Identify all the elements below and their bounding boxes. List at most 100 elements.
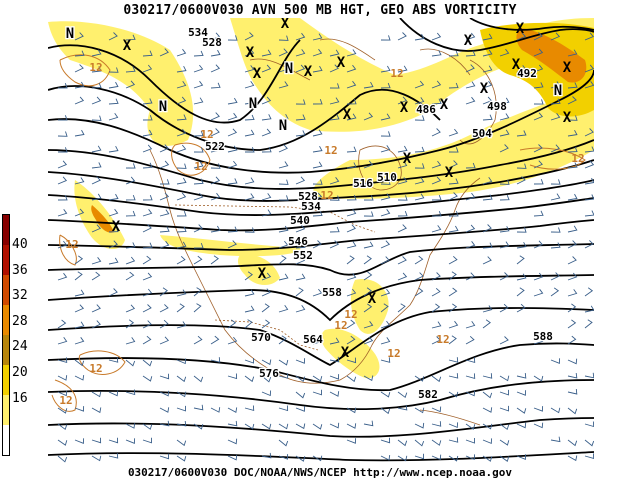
wind-barb: [176, 226, 187, 233]
wind-barb: [329, 337, 340, 345]
wind-barb: [278, 144, 288, 153]
wind-barb: [380, 437, 391, 444]
height-contour: [48, 307, 594, 367]
wind-barb: [176, 289, 187, 297]
wind-barb: [380, 337, 391, 345]
wind-barb: [363, 287, 372, 297]
wind-barb: [261, 303, 270, 313]
wind-barb: [363, 211, 374, 217]
wind-barb: [380, 256, 390, 265]
wind-barb: [278, 65, 289, 73]
wind-barb: [380, 303, 389, 313]
wind-barb: [567, 303, 577, 313]
wind-barb: [74, 177, 85, 185]
wind-barb: [329, 240, 339, 249]
wind-barb: [244, 358, 254, 364]
wind-barb: [499, 241, 510, 249]
wind-barb: [448, 160, 458, 169]
wind-barb: [193, 375, 204, 383]
wind-barb: [431, 321, 442, 329]
wind-barb: [414, 163, 425, 169]
wind-barb: [533, 82, 544, 89]
wind-barb: [74, 255, 84, 265]
vorticity-contour: [59, 54, 111, 87]
wind-barb: [550, 287, 560, 297]
wind-barb: [176, 439, 187, 447]
vorticity-label: 12: [65, 238, 78, 251]
vorticity-max-marker: X: [563, 110, 572, 126]
vorticity-contours: [51, 54, 586, 412]
vorticity-max-marker: X: [112, 219, 121, 235]
wind-barb: [91, 320, 101, 329]
wind-barb: [516, 390, 527, 396]
wind-barb: [91, 66, 102, 73]
wind-barb: [380, 391, 391, 398]
height-contour: [48, 243, 594, 276]
wind-barb: [584, 319, 593, 329]
wind-barb: [91, 193, 102, 201]
wind-barb: [142, 272, 153, 281]
wind-barb: [465, 32, 476, 41]
wind-barb: [176, 420, 187, 427]
wind-barb: [159, 304, 169, 313]
wind-barb: [193, 287, 202, 297]
wind-barb: [380, 82, 391, 89]
height-label: 558: [322, 286, 342, 299]
wind-barb: [431, 454, 442, 461]
vorticity-max-marker: X: [246, 45, 255, 61]
wind-barb: [397, 404, 408, 411]
wind-barb: [584, 64, 594, 73]
vorticity-label: 12: [334, 319, 347, 332]
wind-barb: [278, 405, 289, 412]
wind-barb: [91, 407, 102, 414]
wind-barb: [74, 208, 85, 217]
wind-barb: [431, 32, 442, 41]
wind-barb: [142, 359, 153, 367]
wind-barb: [397, 455, 408, 462]
wind-barb: [363, 241, 374, 249]
wind-barb: [125, 80, 136, 89]
wind-barb: [567, 49, 578, 57]
wind-barb: [176, 128, 187, 137]
wind-barb: [142, 129, 153, 137]
wind-barb: [499, 194, 510, 201]
wind-barb: [91, 96, 102, 105]
wind-barb: [159, 48, 169, 57]
wind-barb: [108, 193, 119, 201]
wind-barb: [193, 147, 204, 153]
wind-barb: [227, 336, 238, 345]
vorticity-min-marker: N: [279, 118, 287, 134]
wind-barb: [159, 209, 170, 217]
wind-barb: [176, 114, 187, 121]
colorbar-label: 20: [12, 365, 28, 380]
wind-barb: [244, 97, 255, 105]
wind-barb: [57, 115, 68, 121]
wind-barb: [312, 33, 323, 41]
wind-barb: [584, 305, 594, 313]
border-us-mexico: [214, 319, 319, 351]
wind-barb: [482, 114, 493, 121]
wind-barb: [431, 439, 442, 446]
wind-barb: [108, 257, 119, 265]
wind-barb: [261, 272, 272, 281]
wind-barb: [244, 193, 255, 201]
wind-barb: [227, 438, 238, 445]
wind-barb: [108, 226, 119, 233]
height-contour: [399, 18, 594, 52]
vorticity-label: 12: [571, 152, 584, 165]
wind-barb: [91, 224, 102, 233]
vorticity-label: 12: [387, 347, 400, 360]
wind-barb: [278, 255, 287, 265]
cuba-coast: [419, 409, 481, 426]
wind-barb: [159, 407, 170, 413]
wind-barb: [346, 64, 357, 73]
wind-barb: [363, 321, 374, 329]
wind-barb: [312, 423, 323, 430]
wind-barb: [193, 303, 202, 313]
wind-barb: [465, 423, 476, 430]
wind-barb: [550, 227, 561, 233]
height-label: 528: [298, 190, 318, 203]
wind-barb: [567, 129, 578, 137]
wind-barb: [533, 210, 544, 217]
wind-barb: [499, 423, 510, 431]
